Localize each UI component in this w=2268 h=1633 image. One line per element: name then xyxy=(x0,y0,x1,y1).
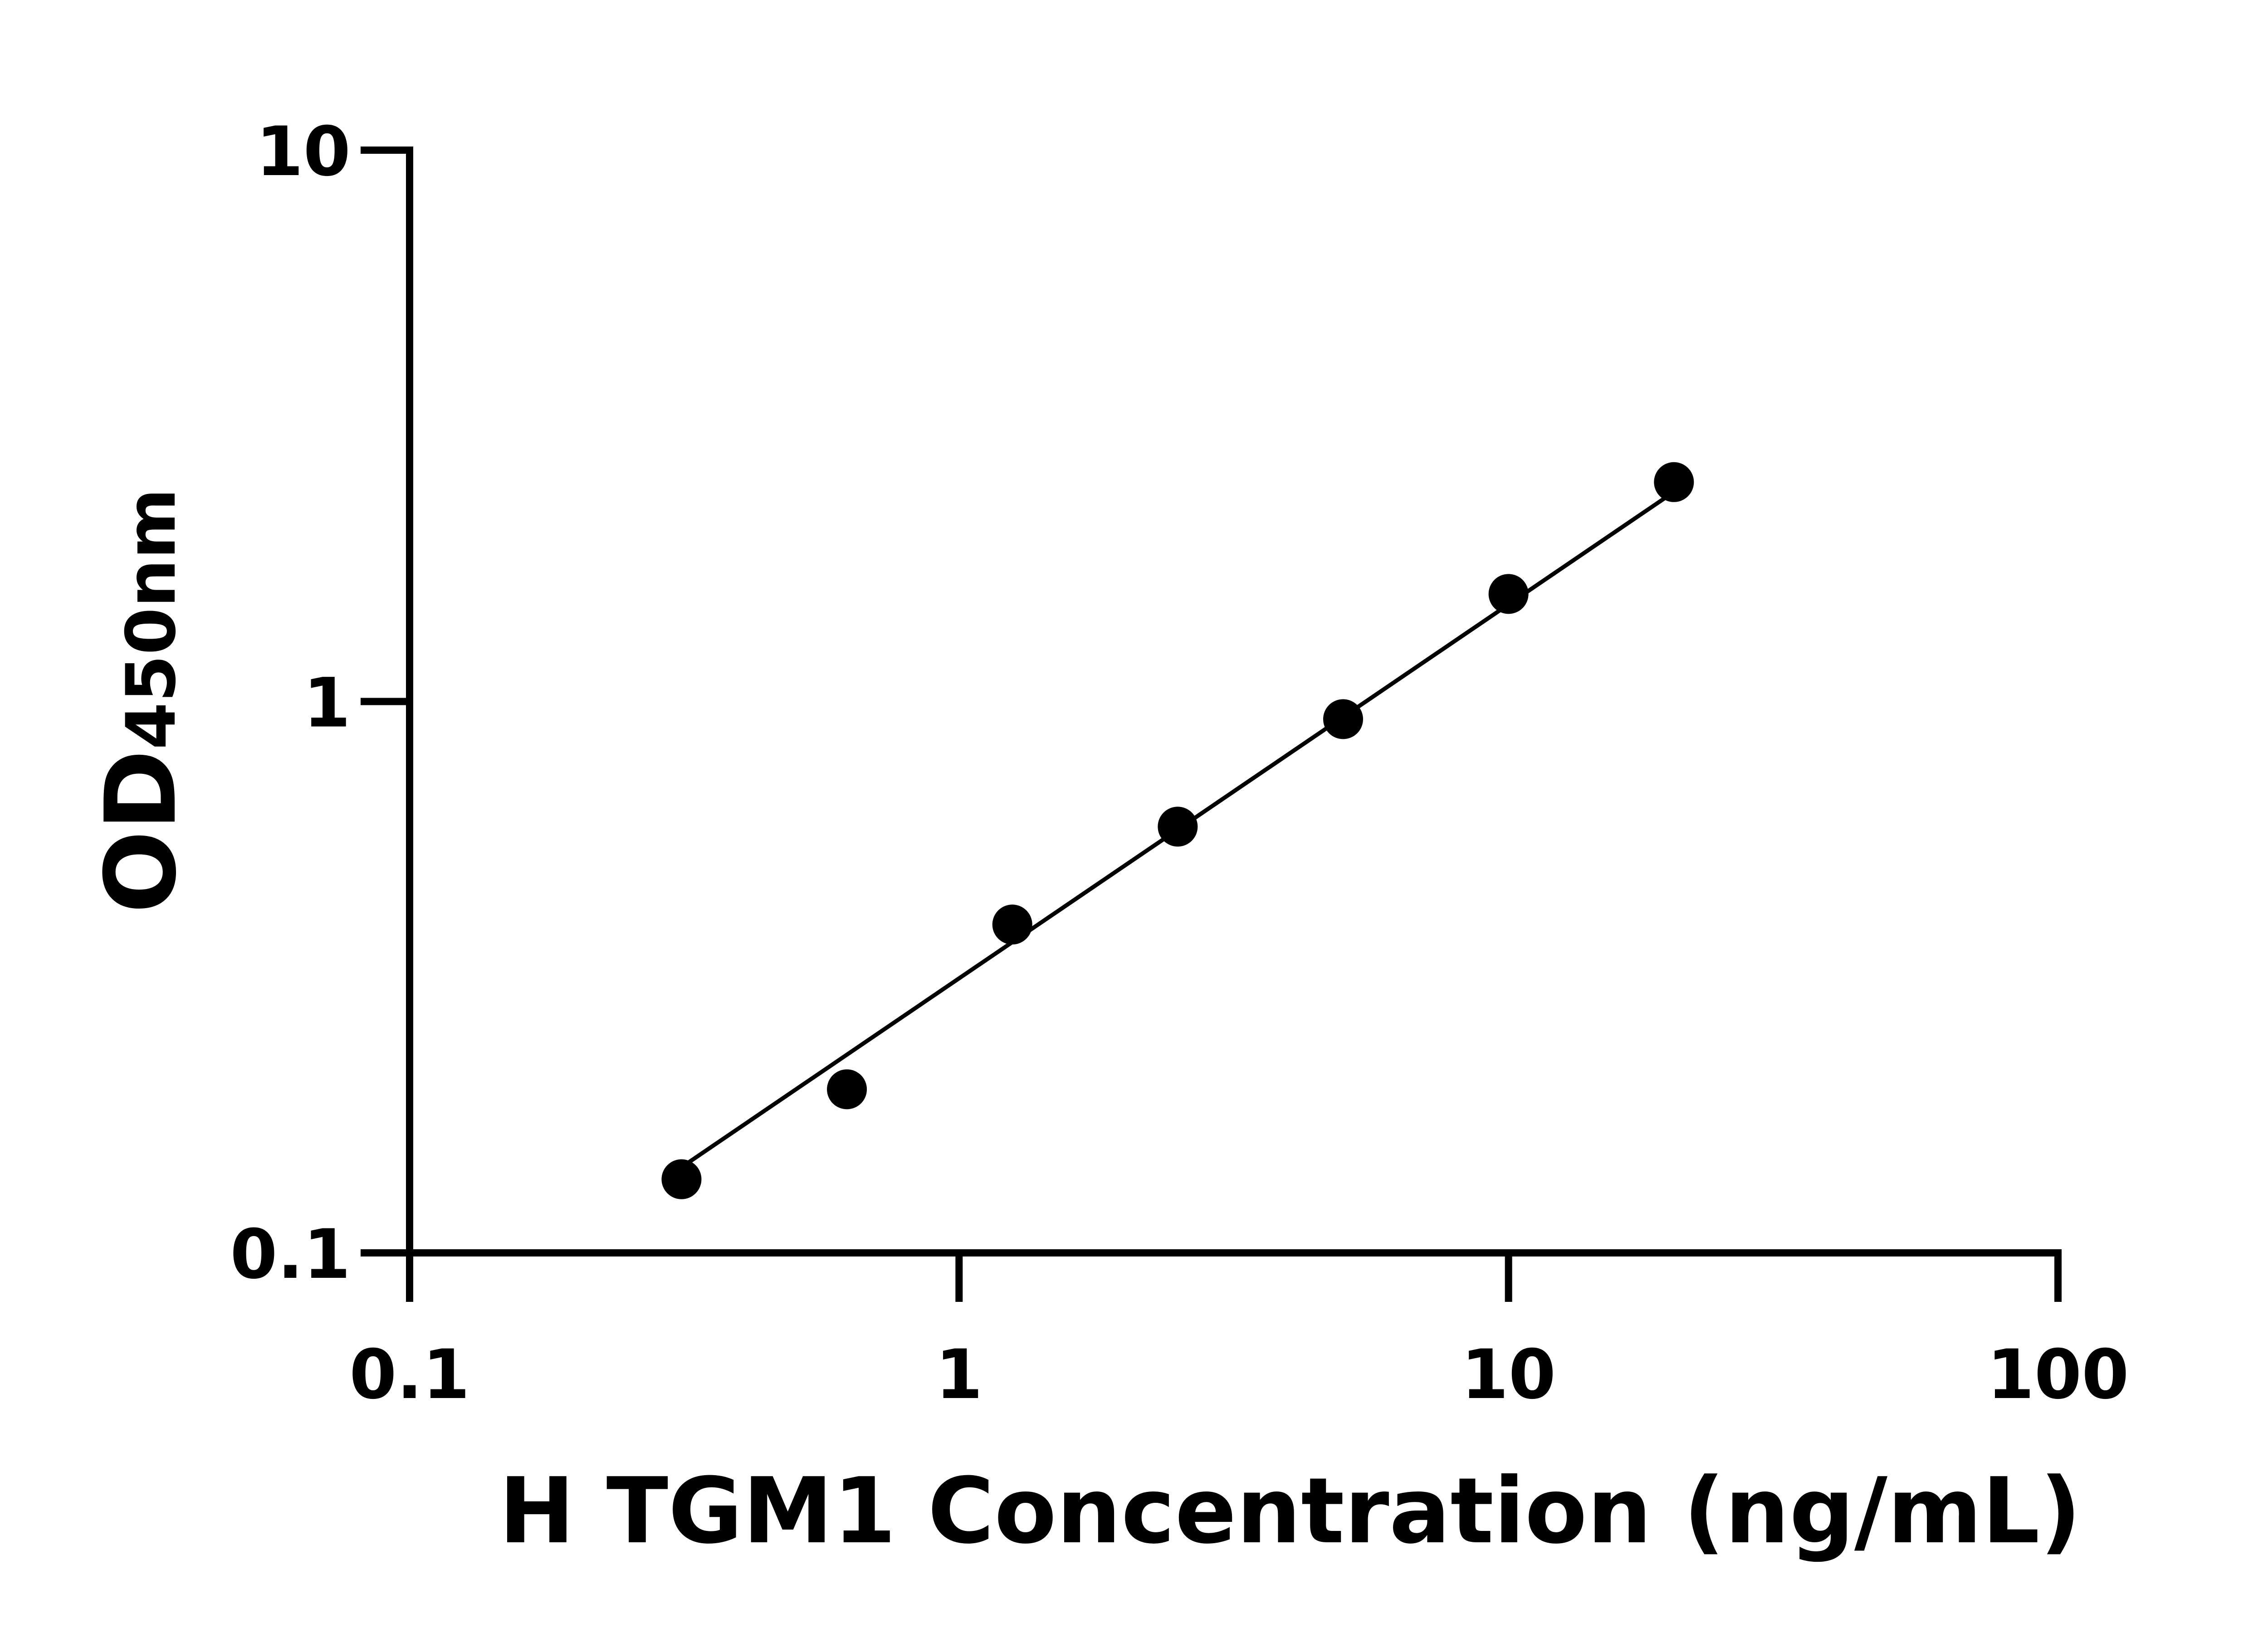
y-axis-label-main: OD xyxy=(84,749,198,913)
y-axis-label: OD450nm xyxy=(84,488,198,913)
data-point xyxy=(827,1069,867,1110)
x-tick-label: 1 xyxy=(935,1335,982,1414)
data-point xyxy=(1158,807,1198,847)
y-tick-label: 10 xyxy=(256,112,351,191)
data-point xyxy=(992,905,1032,945)
data-point xyxy=(1323,699,1364,739)
x-tick-label: 0.1 xyxy=(349,1335,470,1414)
x-tick-label: 10 xyxy=(1461,1335,1556,1414)
data-point xyxy=(661,1159,702,1199)
y-tick-label: 1 xyxy=(303,664,351,743)
data-point xyxy=(1488,574,1529,614)
data-point xyxy=(1654,462,1694,502)
x-axis-label: H TGM1 Concentration (ng/mL) xyxy=(499,1458,2082,1564)
y-tick-label: 0.1 xyxy=(230,1215,351,1294)
y-axis-label-sub: 450nm xyxy=(112,488,191,749)
x-tick-label: 100 xyxy=(1987,1335,2129,1414)
